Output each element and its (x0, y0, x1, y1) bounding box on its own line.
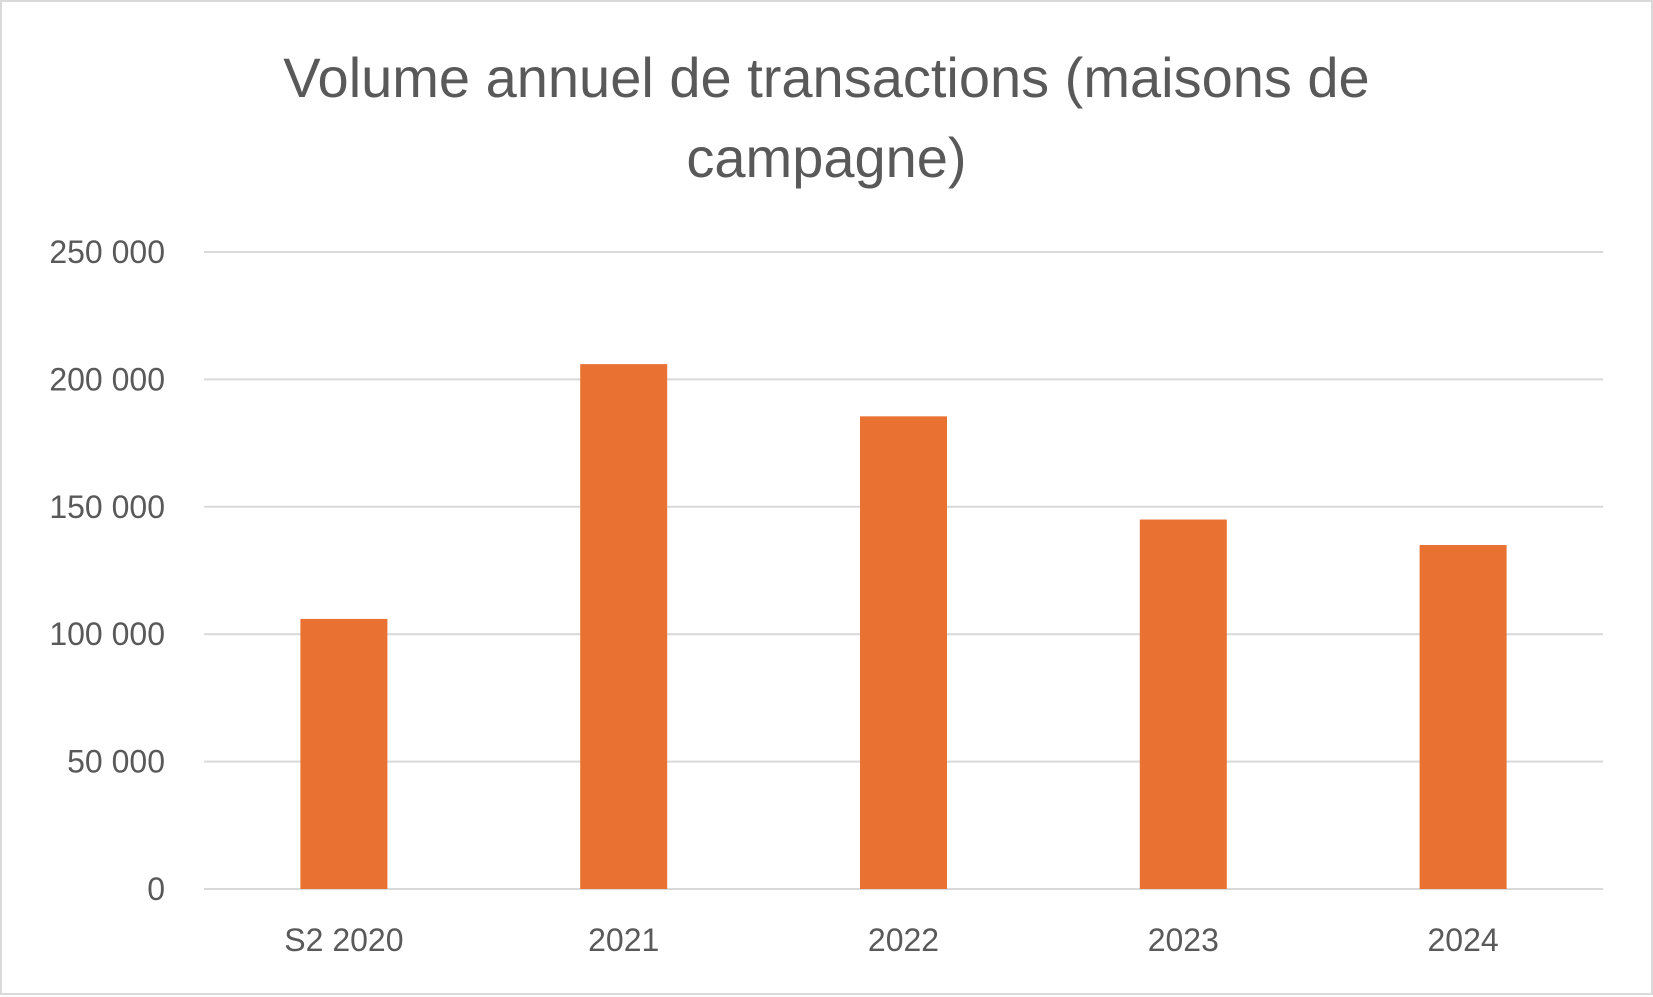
y-tick-label: 0 (147, 871, 165, 907)
bar-2024 (1419, 545, 1507, 889)
bar-2021 (580, 364, 668, 889)
y-tick-label: 250 000 (49, 234, 165, 270)
x-tick-label: 2021 (588, 922, 659, 958)
y-tick-label: 150 000 (49, 489, 165, 525)
bar-2023 (1139, 519, 1227, 889)
x-tick-label: 2022 (868, 922, 939, 958)
bar-s2-2020 (300, 618, 388, 889)
bar-2022 (860, 416, 947, 889)
chart-title: Volume annuel de transactions (maisons d… (283, 46, 1370, 189)
y-tick-label: 200 000 (49, 361, 165, 397)
x-tick-label: 2024 (1428, 922, 1499, 958)
x-tick-label: 2023 (1148, 922, 1219, 958)
y-tick-label: 50 000 (67, 744, 165, 780)
y-tick-label: 100 000 (49, 616, 165, 652)
x-tick-label: S2 2020 (284, 922, 403, 958)
